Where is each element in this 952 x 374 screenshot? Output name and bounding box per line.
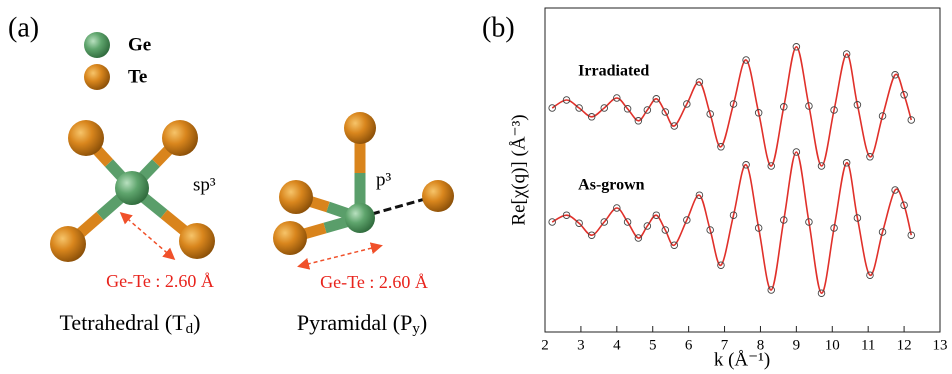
geometry-text: Pyramidal (P (297, 310, 413, 335)
x-tick-label: 2 (541, 337, 549, 353)
geometry-name: Tetrahedral (Td) (60, 310, 201, 337)
x-tick-label: 6 (685, 337, 693, 353)
legend-label: Ge (128, 34, 151, 55)
geometry-text: Tetrahedral (T (60, 310, 187, 335)
x-tick-label: 8 (757, 337, 765, 353)
series-label: As-grown (578, 177, 644, 194)
x-tick-label: 9 (793, 337, 801, 353)
geometry-name: Pyramidal (Py) (297, 310, 427, 337)
x-tick-label: 3 (577, 337, 585, 353)
figure: (a) Ge Te sp³ Ge-Te : 2.60 Å Tetrahedral… (0, 0, 952, 374)
ge-atom-legend (84, 32, 110, 58)
geometry-close: ) (420, 310, 427, 335)
x-tick-label: 4 (613, 337, 621, 353)
x-tick-label: 12 (897, 337, 912, 353)
series-label: Irradiated (578, 63, 649, 80)
bond-length: Ge-Te : 2.60 Å (320, 272, 428, 292)
hybridization: p³ (376, 169, 392, 190)
panel-label: (b) (482, 12, 515, 43)
panel-a: (a) Ge Te sp³ Ge-Te : 2.60 Å Tetrahedral… (8, 12, 454, 337)
y-axis-label: Re[χ(q)] (Å⁻³) (508, 114, 529, 225)
fit-line (552, 152, 911, 293)
bond-length: Ge-Te : 2.60 Å (106, 271, 214, 291)
pyramidal-model (273, 112, 454, 266)
plot: 2 3 4 5 6 7 8 9 10 11 12 13 Irradiated As-grown (541, 44, 947, 354)
tetrahedral-model (50, 120, 215, 262)
panel-label: (a) (8, 12, 39, 43)
geometry-close: ) (193, 310, 200, 335)
x-tick-label: 13 (933, 337, 948, 353)
legend-label: Te (128, 66, 147, 87)
te-atom-legend (84, 64, 110, 90)
x-tick-label: 10 (825, 337, 840, 353)
hybridization: sp³ (193, 174, 216, 195)
x-tick-label: 7 (721, 337, 729, 353)
x-tick-label: 5 (649, 337, 657, 353)
x-tick-label: 11 (861, 337, 875, 353)
